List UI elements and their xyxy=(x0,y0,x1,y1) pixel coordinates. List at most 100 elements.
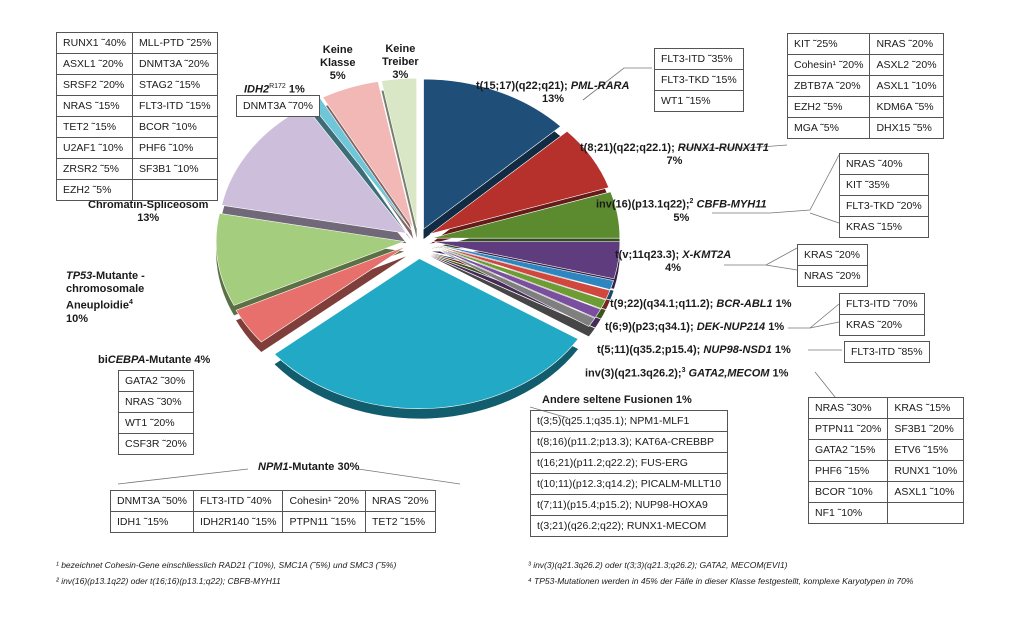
table-cell xyxy=(132,179,219,201)
connector-line xyxy=(117,468,249,485)
connector-line xyxy=(765,264,798,271)
table-row: SRSF2 ˜20% STAG2 ˜15% xyxy=(55,74,219,96)
table-row: ZRSR2 ˜5% SF3B1 ˜10% xyxy=(55,158,219,180)
table-cell: NRAS ˜15% xyxy=(55,95,134,117)
table-cell: NRAS ˜40% xyxy=(839,153,929,175)
table-cell: STAG2 ˜15% xyxy=(132,74,219,96)
slice-rare xyxy=(429,245,596,327)
label-cbfb: inv(16)(p13.1q22);2 CBFB-MYH11 5% xyxy=(596,198,767,224)
label-nup98-nsd1: t(5;11)(q35.2;p15.4); NUP98-NSD1 1% xyxy=(597,344,791,356)
table-row: ZBTB7A ˜20% ASXL1 ˜10% xyxy=(786,75,944,97)
label-kmt2a: t(v;11q23.3); X-KMT2A 4% xyxy=(615,249,732,274)
table-cell: BCOR ˜10% xyxy=(807,481,889,503)
table-cell: PHF6 ˜15% xyxy=(807,460,889,482)
table-cell: GATA2 ˜15% xyxy=(807,439,889,461)
pie-slices xyxy=(215,77,621,419)
table-cell: ETV6 ˜15% xyxy=(887,439,965,461)
table-gata2-mecom: NRAS ˜30% KRAS ˜15% PTPN11 ˜20% SF3B1 ˜20% G… xyxy=(807,397,965,524)
table-cell: TET2 ˜15% xyxy=(364,511,436,533)
slice-tp53 xyxy=(215,213,406,306)
slice-nup98 xyxy=(430,244,607,309)
table-chromatin-spliceosom: RUNX1 ˜40% MLL-PTD ˜25% ASXL1 ˜20% DNMT3A ˜… xyxy=(55,32,219,201)
slice-keinetreiber xyxy=(381,77,417,229)
table-cell: t(10;11)(p12.3;q14.2); PICALM-MLLT10 xyxy=(529,473,729,495)
table-row: KIT ˜35% xyxy=(839,174,929,196)
table-row: GATA2 ˜30% xyxy=(118,370,194,392)
table-cell: t(8;16)(p11.2;p13.3); KAT6A-CREBBP xyxy=(529,431,729,453)
table-row: KRAS ˜20% xyxy=(797,244,868,266)
slice-dek xyxy=(431,243,611,300)
label-keine-treiber: Keine Treiber 3% xyxy=(382,43,419,81)
table-cell: FLT3-ITD ˜70% xyxy=(839,293,925,315)
slice-npm1 xyxy=(274,258,579,409)
table-cell: NRAS ˜20% xyxy=(797,265,868,287)
table-cell: KRAS ˜15% xyxy=(887,397,965,419)
slice-cebpa xyxy=(235,246,407,343)
connector-line xyxy=(809,321,840,329)
table-cell: PTPN11 ˜15% xyxy=(282,511,366,533)
table-cell: RUNX1 ˜10% xyxy=(887,460,965,482)
table-cell: CSF3R ˜20% xyxy=(118,433,194,455)
label-cebpa: biCEBPA-Mutante 4% xyxy=(98,354,211,366)
table-row: PHF6 ˜15% RUNX1 ˜10% xyxy=(807,460,965,482)
table-cell: ASXL2 ˜20% xyxy=(869,54,944,76)
table-cell: U2AF1 ˜10% xyxy=(55,137,134,159)
table-row: EZH2 ˜5% KDM6A ˜5% xyxy=(786,96,944,118)
table-row: GATA2 ˜15% ETV6 ˜15% xyxy=(807,439,965,461)
slice-side-rare xyxy=(430,256,595,337)
table-row: NRAS ˜15% FLT3-ITD ˜15% xyxy=(55,95,219,117)
table-cell: EZH2 ˜5% xyxy=(55,179,134,201)
table-cell: DHX15 ˜5% xyxy=(869,117,944,139)
table-cell: t(16;21)(p11.2;q22.2); FUS-ERG xyxy=(529,452,729,474)
table-cell xyxy=(887,502,965,524)
connector-line xyxy=(724,247,798,266)
table-cell: KIT ˜35% xyxy=(839,174,929,196)
connector-line xyxy=(357,468,461,485)
label-bcr-abl1: t(9;22)(q34.1;q11.2); BCR-ABL1 1% xyxy=(610,298,792,310)
table-cell: FLT3-TKD ˜15% xyxy=(654,69,744,91)
table-cell: KDM6A ˜5% xyxy=(869,96,944,118)
table-row: t(3;21)(q26.2;q22); RUNX1-MECOM xyxy=(529,515,729,537)
table-row: KRAS ˜15% xyxy=(839,216,929,238)
table-cell: FLT3-TKD ˜20% xyxy=(839,195,929,217)
table-cell: PHF6 ˜10% xyxy=(132,137,219,159)
table-cell: t(3;5)(q25.1;q35.1); NPM1-MLF1 xyxy=(529,410,729,432)
label-rare-fusions: Andere seltene Fusionen 1% xyxy=(542,394,692,406)
table-cell: PTPN11 ˜20% xyxy=(807,418,889,440)
table-cbfb: NRAS ˜40% KIT ˜35% FLT3-TKD ˜20% KRAS ˜15% xyxy=(839,153,929,238)
table-row: PTPN11 ˜20% SF3B1 ˜20% xyxy=(807,418,965,440)
table-row: NF1 ˜10% xyxy=(807,502,965,524)
connector-line xyxy=(814,371,836,398)
label-chromatin-spliceosom: Chromatin-Spliceosom 13% xyxy=(88,199,209,224)
table-row: WT1 ˜15% xyxy=(654,90,744,112)
table-cell: FLT3-ITD ˜40% xyxy=(193,490,284,512)
table-row: ASXL1 ˜20% DNMT3A ˜20% xyxy=(55,53,219,75)
table-cell: WT1 ˜20% xyxy=(118,412,194,434)
table-row: FLT3-TKD ˜20% xyxy=(839,195,929,217)
table-cell: RUNX1 ˜40% xyxy=(55,32,134,54)
table-kmt2a: KRAS ˜20% NRAS ˜20% xyxy=(797,244,868,287)
slice-kmt2a xyxy=(431,241,621,280)
table-cell: FLT3-ITD ˜15% xyxy=(132,95,219,117)
slice-keineklasse xyxy=(322,81,414,229)
table-cell: Cohesin¹ ˜20% xyxy=(282,490,366,512)
table-row: Cohesin¹ ˜20% ASXL2 ˜20% xyxy=(786,54,944,76)
table-row: t(7;11)(p15.4;p15.2); NUP98-HOXA9 xyxy=(529,494,729,516)
table-cell: ASXL1 ˜10% xyxy=(869,75,944,97)
table-pml-rara: FLT3-ITD ˜35% FLT3-TKD ˜15% WT1 ˜15% xyxy=(654,48,744,112)
connector-lines xyxy=(117,67,842,485)
table-row: FLT3-ITD ˜70% xyxy=(839,293,925,315)
label-runx1: t(8;21)(q22;q22.1); RUNX1-RUNX1T1 7% xyxy=(580,142,769,167)
slice-runx1 xyxy=(429,130,610,235)
table-cell: DNMT3A ˜50% xyxy=(109,490,195,512)
table-cell: SF3B1 ˜20% xyxy=(887,418,965,440)
table-cell: KRAS ˜20% xyxy=(839,314,925,336)
table-cell: NRAS ˜20% xyxy=(869,33,944,55)
footnote-1: ¹ bezeichnet Cohesin-Gene einschliesslic… xyxy=(56,560,397,570)
table-cell: Cohesin¹ ˜20% xyxy=(786,54,871,76)
table-row: RUNX1 ˜40% MLL-PTD ˜25% xyxy=(55,32,219,54)
label-keine-klasse: Keine Klasse 5% xyxy=(320,44,356,82)
table-row: t(10;11)(p12.3;q14.2); PICALM-MLLT10 xyxy=(529,473,729,495)
table-cell: ZBTB7A ˜20% xyxy=(786,75,871,97)
